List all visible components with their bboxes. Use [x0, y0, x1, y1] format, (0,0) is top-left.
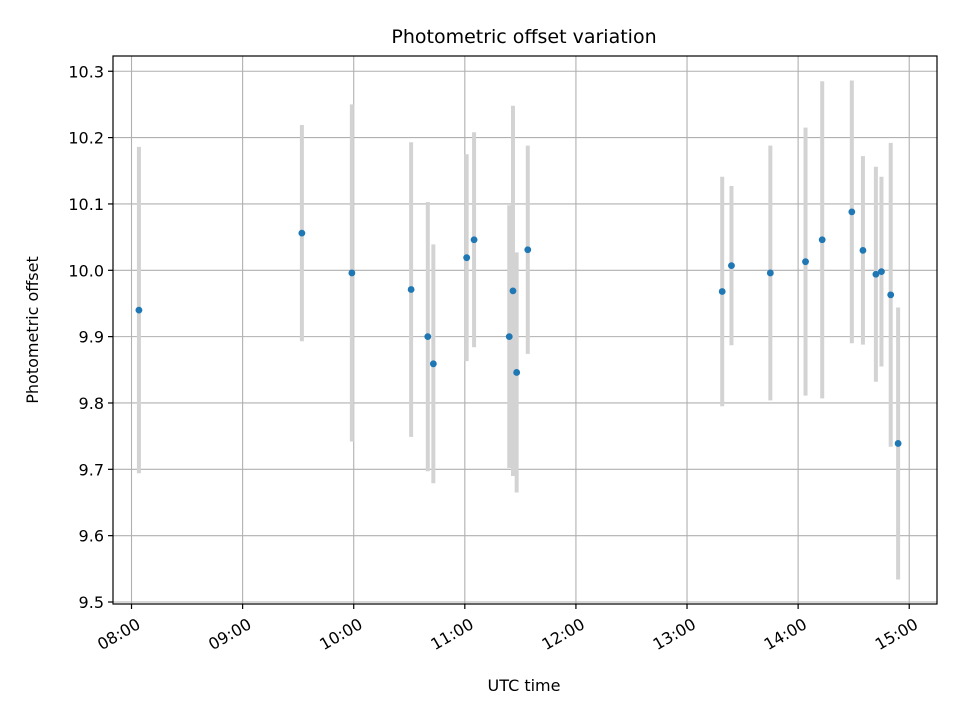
data-point: [728, 262, 735, 270]
y-tick-label: 9.7: [79, 460, 104, 479]
y-tick-label: 9.8: [79, 394, 104, 413]
y-tick-label: 9.9: [79, 328, 104, 347]
data-point: [887, 291, 895, 299]
y-tick-label: 10.1: [68, 195, 104, 214]
data-point: [470, 236, 478, 244]
data-point: [718, 288, 726, 295]
data-point: [894, 440, 902, 447]
data-point: [505, 333, 513, 341]
y-tick-label: 9.6: [79, 527, 104, 546]
data-point: [429, 360, 437, 368]
y-tick-label: 10.2: [68, 129, 104, 148]
x-axis-label: UTC time: [488, 676, 561, 695]
data-point: [513, 369, 521, 376]
data-point: [524, 246, 532, 254]
data-point: [509, 287, 517, 295]
data-point: [848, 208, 856, 216]
data-point: [766, 269, 774, 277]
data-point: [298, 229, 306, 237]
data-point: [872, 270, 880, 278]
y-axis-label: Photometric offset: [23, 256, 42, 404]
data-point: [463, 254, 471, 262]
plot-area: [113, 56, 937, 604]
data-point: [818, 236, 826, 244]
y-tick-label: 10.3: [68, 62, 104, 81]
y-tick-label: 9.5: [79, 593, 104, 612]
y-tick-label: 10.0: [68, 261, 104, 280]
chart-title: Photometric offset variation: [391, 26, 656, 48]
data-point: [407, 286, 415, 293]
data-point: [878, 268, 885, 276]
data-point: [802, 258, 809, 266]
data-point: [135, 306, 143, 314]
data-point: [348, 269, 356, 277]
y-axis-ticks: 9.5 9.6 9.7 9.8 9.9 10.0 10.1 10.2 10.3: [68, 62, 113, 612]
plot-frame: [112, 55, 938, 605]
data-points: [135, 208, 902, 447]
data-point: [859, 246, 867, 254]
data-point: [424, 333, 432, 341]
